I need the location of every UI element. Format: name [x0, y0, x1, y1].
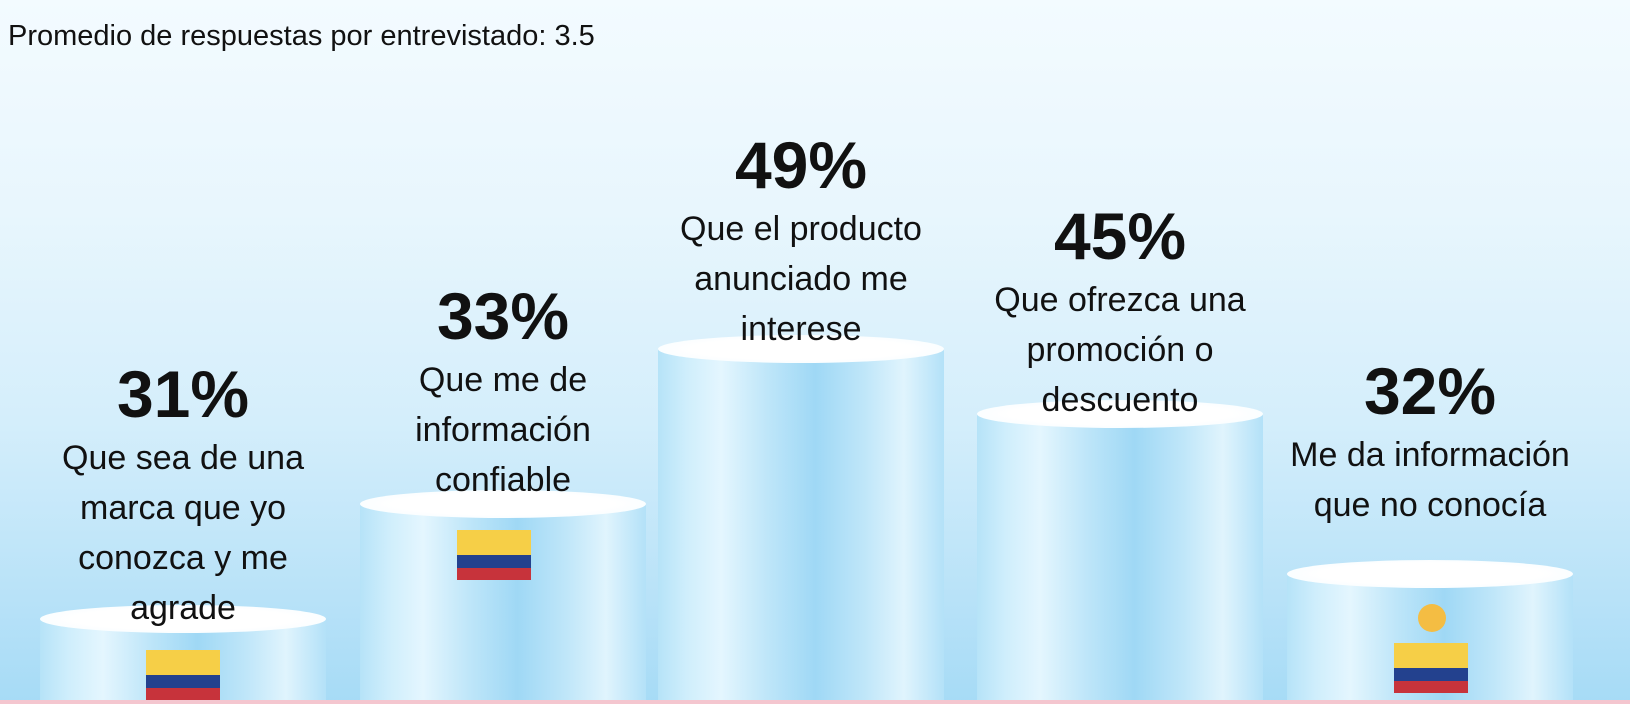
bar-cylinder-3	[977, 400, 1263, 704]
chart-subtitle: Promedio de respuestas por entrevistado:…	[8, 20, 595, 52]
floor-line	[0, 700, 1630, 704]
yellow-dot-icon	[1418, 604, 1446, 632]
category-label-1: Que me de información confiable	[415, 361, 591, 499]
category-label-3: Que ofrezca una promoción o descuento	[994, 281, 1246, 419]
value-label-1: 33%	[436, 279, 570, 353]
value-label-3: 45%	[1053, 199, 1187, 273]
value-label-0: 31%	[116, 357, 250, 431]
bar-cylinder-1	[360, 490, 646, 704]
colombia-flag-icon	[1394, 643, 1468, 693]
category-label-0: Que sea de una marca que yo conozca y me…	[62, 439, 304, 627]
colombia-flag-icon	[457, 530, 531, 580]
bar-cylinder-2	[658, 335, 944, 704]
value-label-2: 49%	[734, 128, 868, 202]
value-label-4: 32%	[1363, 354, 1497, 428]
category-label-4: Me da información que no conocía	[1290, 436, 1570, 524]
category-label-2: Que el producto anunciado me interese	[680, 210, 922, 348]
colombia-flag-icon	[146, 650, 220, 700]
